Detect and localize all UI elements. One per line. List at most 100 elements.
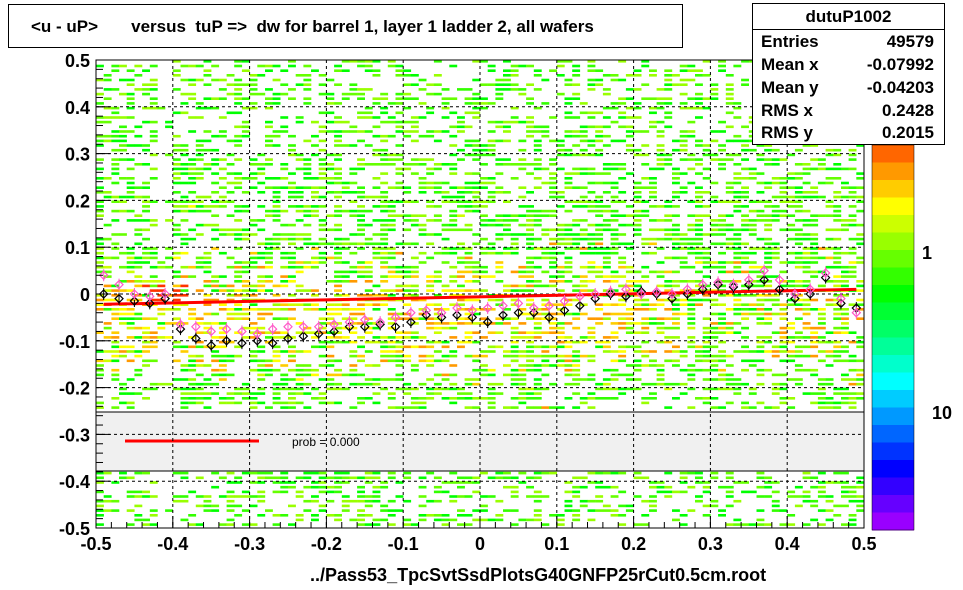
heatmap-cell: [188, 275, 197, 278]
heatmap-cell: [441, 130, 450, 133]
heatmap-cell: [126, 177, 135, 180]
heatmap-cell: [326, 485, 335, 489]
heatmap-cell: [157, 261, 166, 264]
heatmap-cell: [679, 490, 688, 494]
heatmap-cell: [503, 373, 511, 377]
heatmap-cell: [702, 261, 711, 264]
profile-point: [544, 300, 554, 311]
heatmap-cell: [403, 120, 412, 124]
heatmap-cell: [410, 406, 419, 409]
heatmap-cell: [810, 476, 819, 480]
heatmap-cell: [203, 345, 212, 349]
heatmap-cell: [503, 223, 511, 227]
heatmap-cell: [334, 120, 342, 124]
heatmap-cell: [149, 331, 158, 334]
heatmap-cell: [587, 125, 596, 129]
heatmap-cell: [487, 350, 496, 353]
heatmap-cell: [249, 284, 258, 288]
heatmap-cell: [495, 223, 504, 227]
heatmap-cell: [779, 195, 788, 199]
heatmap-cell: [357, 247, 365, 250]
heatmap-cell: [165, 294, 173, 297]
heatmap-cell: [833, 167, 842, 171]
heatmap-cell: [687, 223, 696, 227]
heatmap-cell: [96, 237, 104, 241]
heatmap-cell: [426, 233, 435, 236]
heatmap-cell: [472, 406, 481, 409]
heatmap-cell: [326, 181, 335, 185]
heatmap-cell: [817, 406, 826, 409]
profile-point: [98, 289, 109, 299]
heatmap-cell: [272, 242, 281, 246]
heatmap-cell: [480, 214, 488, 217]
heatmap-cell: [203, 509, 212, 512]
heatmap-cell: [180, 476, 189, 480]
profile-points: [98, 264, 862, 352]
heatmap-cell: [142, 256, 150, 260]
heatmap-cell: [280, 471, 289, 475]
heatmap-cell: [725, 523, 734, 526]
heatmap-cell: [518, 163, 527, 166]
heatmap-cell: [142, 237, 150, 241]
heatmap-cell: [741, 139, 749, 143]
heatmap-cell: [610, 509, 619, 512]
heatmap-cell: [725, 326, 734, 330]
heatmap-cell: [856, 317, 865, 320]
heatmap-cell: [180, 350, 189, 353]
heatmap-cell: [595, 308, 604, 311]
heatmap-cell: [472, 186, 481, 189]
heatmap-cell: [234, 247, 243, 250]
heatmap-cell: [672, 312, 680, 316]
heatmap-cell: [387, 336, 396, 339]
heatmap-cell: [771, 331, 780, 334]
heatmap-cell: [403, 200, 412, 203]
heatmap-cell: [126, 345, 135, 349]
profile-point: [160, 289, 170, 299]
heatmap-cell: [449, 382, 458, 386]
heatmap-cell: [280, 275, 289, 278]
heatmap-cell: [234, 495, 243, 498]
heatmap-cell: [464, 139, 473, 143]
heatmap-cell: [226, 340, 235, 344]
heatmap-cell: [142, 69, 150, 72]
heatmap-cell: [241, 233, 250, 236]
heatmap-cell: [188, 397, 197, 400]
heatmap-cell: [195, 200, 204, 203]
heatmap-cell: [817, 471, 826, 475]
heatmap-cell: [387, 60, 396, 63]
heatmap-cell: [526, 237, 534, 241]
heatmap-cell: [541, 406, 550, 409]
heatmap-cell: [779, 397, 788, 400]
heatmap-cell: [410, 345, 419, 349]
heatmap-cell: [180, 378, 189, 381]
heatmap-cell: [687, 214, 696, 217]
heatmap-cell: [257, 308, 266, 311]
heatmap-cell: [403, 92, 412, 96]
heatmap-cell: [119, 116, 127, 119]
heatmap-cell: [810, 191, 819, 194]
heatmap-cell: [280, 378, 289, 381]
heatmap-cell: [748, 261, 757, 264]
heatmap-cell: [587, 354, 596, 358]
heatmap-cell: [533, 331, 542, 334]
heatmap-cell: [625, 205, 634, 208]
heatmap-cell: [318, 397, 327, 400]
heatmap-cell: [472, 312, 481, 316]
heatmap-cell: [349, 242, 358, 246]
heatmap-cell: [357, 518, 365, 522]
heatmap-cell: [372, 340, 381, 344]
heatmap-cell: [664, 308, 673, 311]
heatmap-cell: [403, 499, 412, 503]
heatmap-cell: [487, 195, 496, 199]
heatmap-cell: [533, 237, 542, 241]
heatmap-cell: [664, 406, 673, 409]
heatmap-cell: [625, 88, 634, 91]
heatmap-cell: [848, 195, 857, 199]
heatmap-cell: [180, 102, 189, 105]
heatmap-cell: [833, 471, 842, 475]
heatmap-cell: [702, 191, 711, 194]
heatmap-cell: [249, 471, 258, 475]
heatmap-cell: [579, 397, 588, 400]
heatmap-cell: [672, 280, 680, 283]
heatmap-cell: [457, 228, 465, 232]
